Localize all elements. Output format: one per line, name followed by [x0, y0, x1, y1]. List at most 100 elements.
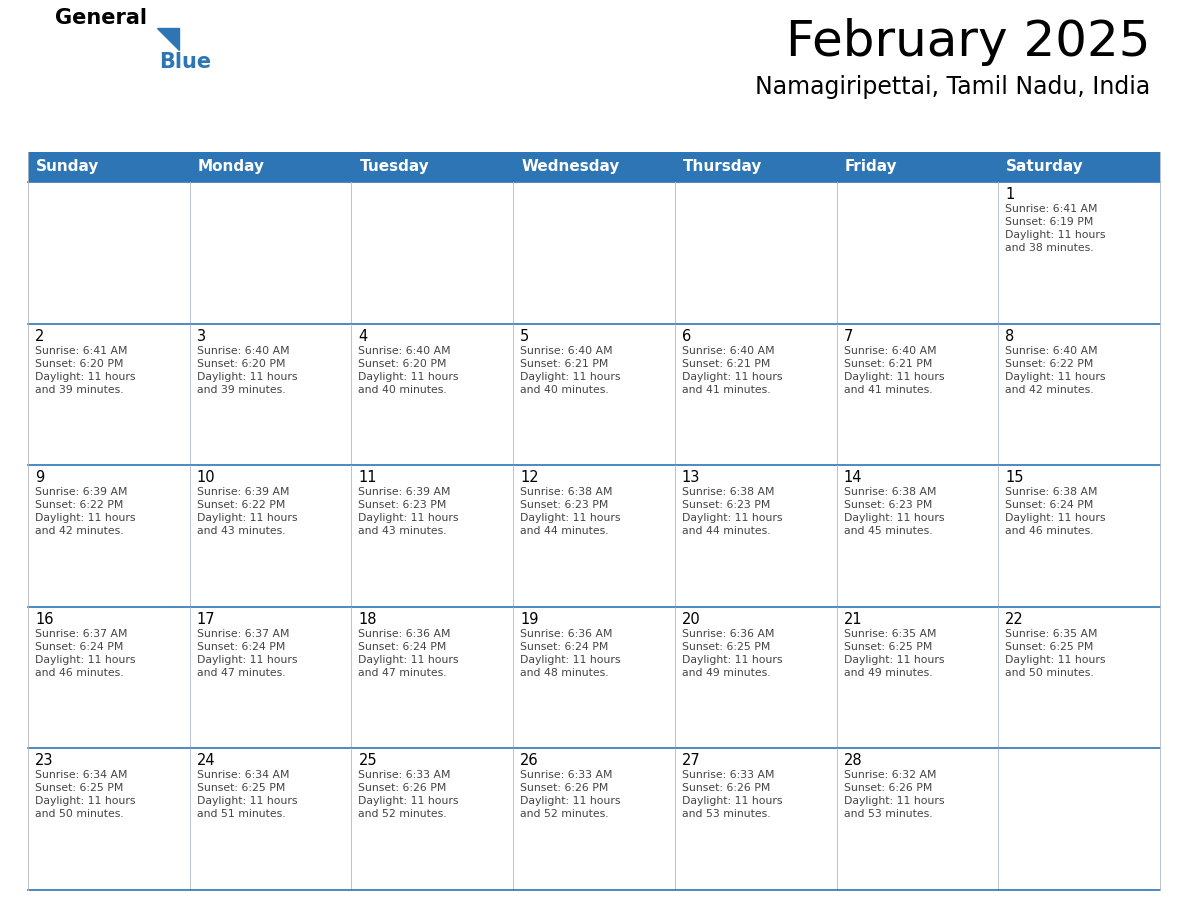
Text: Daylight: 11 hours: Daylight: 11 hours	[520, 513, 620, 523]
Text: 28: 28	[843, 754, 862, 768]
Text: Sunset: 6:25 PM: Sunset: 6:25 PM	[1005, 642, 1094, 652]
Text: Sunset: 6:24 PM: Sunset: 6:24 PM	[359, 642, 447, 652]
Text: Sunrise: 6:38 AM: Sunrise: 6:38 AM	[1005, 487, 1098, 498]
Text: Sunrise: 6:37 AM: Sunrise: 6:37 AM	[197, 629, 289, 639]
Text: Daylight: 11 hours: Daylight: 11 hours	[682, 797, 783, 806]
Text: Daylight: 11 hours: Daylight: 11 hours	[359, 797, 459, 806]
Text: and 52 minutes.: and 52 minutes.	[520, 810, 608, 820]
Text: Sunset: 6:24 PM: Sunset: 6:24 PM	[197, 642, 285, 652]
Text: and 50 minutes.: and 50 minutes.	[1005, 667, 1094, 677]
Bar	[29, 324, 1159, 465]
Text: and 49 minutes.: and 49 minutes.	[682, 667, 771, 677]
Text: Sunset: 6:24 PM: Sunset: 6:24 PM	[520, 642, 608, 652]
Text: Sunset: 6:25 PM: Sunset: 6:25 PM	[682, 642, 770, 652]
Text: and 44 minutes.: and 44 minutes.	[520, 526, 608, 536]
Text: Sunrise: 6:36 AM: Sunrise: 6:36 AM	[682, 629, 775, 639]
Text: 13: 13	[682, 470, 700, 486]
Text: Daylight: 11 hours: Daylight: 11 hours	[682, 372, 783, 382]
Text: 19: 19	[520, 611, 538, 627]
Text: Sunrise: 6:39 AM: Sunrise: 6:39 AM	[34, 487, 127, 498]
Text: Daylight: 11 hours: Daylight: 11 hours	[359, 372, 459, 382]
Text: Sunrise: 6:40 AM: Sunrise: 6:40 AM	[197, 345, 290, 355]
Text: and 49 minutes.: and 49 minutes.	[843, 667, 933, 677]
Text: and 48 minutes.: and 48 minutes.	[520, 667, 608, 677]
Text: 27: 27	[682, 754, 701, 768]
Text: 6: 6	[682, 329, 691, 343]
Text: and 47 minutes.: and 47 minutes.	[359, 667, 447, 677]
Text: Daylight: 11 hours: Daylight: 11 hours	[359, 513, 459, 523]
Text: Friday: Friday	[845, 160, 897, 174]
Text: Sunset: 6:20 PM: Sunset: 6:20 PM	[34, 359, 124, 369]
Text: Daylight: 11 hours: Daylight: 11 hours	[1005, 655, 1106, 665]
Text: Daylight: 11 hours: Daylight: 11 hours	[34, 513, 135, 523]
Text: Daylight: 11 hours: Daylight: 11 hours	[1005, 230, 1106, 240]
Text: 9: 9	[34, 470, 44, 486]
Text: Sunset: 6:21 PM: Sunset: 6:21 PM	[520, 359, 608, 369]
Text: and 53 minutes.: and 53 minutes.	[682, 810, 771, 820]
Text: Sunrise: 6:36 AM: Sunrise: 6:36 AM	[359, 629, 451, 639]
Text: Sunrise: 6:33 AM: Sunrise: 6:33 AM	[682, 770, 775, 780]
Text: Daylight: 11 hours: Daylight: 11 hours	[197, 797, 297, 806]
Text: and 51 minutes.: and 51 minutes.	[197, 810, 285, 820]
Text: Daylight: 11 hours: Daylight: 11 hours	[520, 655, 620, 665]
Bar	[29, 152, 1159, 182]
Text: Sunset: 6:24 PM: Sunset: 6:24 PM	[34, 642, 124, 652]
Text: Daylight: 11 hours: Daylight: 11 hours	[34, 797, 135, 806]
Text: Sunset: 6:21 PM: Sunset: 6:21 PM	[682, 359, 770, 369]
Text: Sunrise: 6:34 AM: Sunrise: 6:34 AM	[197, 770, 289, 780]
Text: and 41 minutes.: and 41 minutes.	[843, 385, 933, 395]
Text: Monday: Monday	[197, 160, 265, 174]
Text: 18: 18	[359, 611, 377, 627]
Text: Sunset: 6:23 PM: Sunset: 6:23 PM	[682, 500, 770, 510]
Text: and 43 minutes.: and 43 minutes.	[359, 526, 447, 536]
Text: Saturday: Saturday	[1006, 160, 1083, 174]
Text: Daylight: 11 hours: Daylight: 11 hours	[682, 655, 783, 665]
Text: Sunset: 6:23 PM: Sunset: 6:23 PM	[520, 500, 608, 510]
Text: and 42 minutes.: and 42 minutes.	[34, 526, 124, 536]
Text: and 45 minutes.: and 45 minutes.	[843, 526, 933, 536]
Text: 21: 21	[843, 611, 862, 627]
Text: Sunrise: 6:37 AM: Sunrise: 6:37 AM	[34, 629, 127, 639]
Text: 22: 22	[1005, 611, 1024, 627]
Text: Sunset: 6:22 PM: Sunset: 6:22 PM	[1005, 359, 1094, 369]
Text: 20: 20	[682, 611, 701, 627]
Text: 15: 15	[1005, 470, 1024, 486]
Text: Sunrise: 6:35 AM: Sunrise: 6:35 AM	[843, 629, 936, 639]
Text: and 42 minutes.: and 42 minutes.	[1005, 385, 1094, 395]
Text: 25: 25	[359, 754, 377, 768]
Text: 1: 1	[1005, 187, 1015, 202]
Text: Sunset: 6:19 PM: Sunset: 6:19 PM	[1005, 217, 1094, 227]
Text: Sunrise: 6:38 AM: Sunrise: 6:38 AM	[843, 487, 936, 498]
Text: Sunrise: 6:33 AM: Sunrise: 6:33 AM	[359, 770, 451, 780]
Text: Sunset: 6:24 PM: Sunset: 6:24 PM	[1005, 500, 1094, 510]
Text: 24: 24	[197, 754, 215, 768]
Text: and 38 minutes.: and 38 minutes.	[1005, 243, 1094, 253]
Text: and 44 minutes.: and 44 minutes.	[682, 526, 771, 536]
Text: and 52 minutes.: and 52 minutes.	[359, 810, 447, 820]
Polygon shape	[157, 28, 179, 50]
Text: and 43 minutes.: and 43 minutes.	[197, 526, 285, 536]
Text: Sunday: Sunday	[36, 160, 100, 174]
Text: Sunrise: 6:40 AM: Sunrise: 6:40 AM	[1005, 345, 1098, 355]
Bar	[29, 607, 1159, 748]
Text: Sunset: 6:25 PM: Sunset: 6:25 PM	[34, 783, 124, 793]
Text: and 47 minutes.: and 47 minutes.	[197, 667, 285, 677]
Text: Daylight: 11 hours: Daylight: 11 hours	[197, 513, 297, 523]
Text: 5: 5	[520, 329, 530, 343]
Text: Sunrise: 6:38 AM: Sunrise: 6:38 AM	[520, 487, 613, 498]
Text: February 2025: February 2025	[785, 18, 1150, 66]
Text: and 39 minutes.: and 39 minutes.	[34, 385, 124, 395]
Text: Wednesday: Wednesday	[522, 160, 619, 174]
Text: Daylight: 11 hours: Daylight: 11 hours	[34, 372, 135, 382]
Text: Sunset: 6:22 PM: Sunset: 6:22 PM	[197, 500, 285, 510]
Text: and 40 minutes.: and 40 minutes.	[520, 385, 609, 395]
Text: Sunrise: 6:40 AM: Sunrise: 6:40 AM	[520, 345, 613, 355]
Text: and 40 minutes.: and 40 minutes.	[359, 385, 447, 395]
Text: Daylight: 11 hours: Daylight: 11 hours	[359, 655, 459, 665]
Text: Sunset: 6:26 PM: Sunset: 6:26 PM	[359, 783, 447, 793]
Text: Sunrise: 6:32 AM: Sunrise: 6:32 AM	[843, 770, 936, 780]
Text: 17: 17	[197, 611, 215, 627]
Text: Sunset: 6:23 PM: Sunset: 6:23 PM	[843, 500, 931, 510]
Text: Daylight: 11 hours: Daylight: 11 hours	[843, 513, 944, 523]
Text: Sunset: 6:26 PM: Sunset: 6:26 PM	[682, 783, 770, 793]
